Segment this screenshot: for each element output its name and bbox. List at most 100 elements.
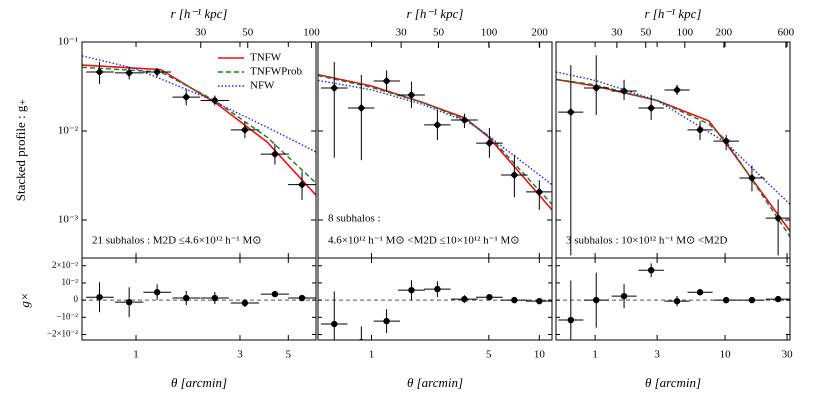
cross-point — [96, 293, 103, 301]
upper-plot — [82, 55, 316, 200]
model-curve — [82, 66, 316, 184]
data-point — [298, 180, 307, 189]
data-point — [210, 96, 219, 105]
model-curve — [318, 73, 552, 211]
data-point — [722, 137, 731, 146]
data-point — [673, 85, 682, 94]
cross-point — [461, 295, 468, 303]
cross-point — [183, 294, 190, 302]
annotation: 8 subhalos : — [328, 213, 381, 225]
x2-axis-label: r [h⁻¹ kpc] — [407, 6, 464, 21]
data-point — [270, 150, 279, 159]
data-point — [460, 115, 469, 124]
lower-plot — [318, 280, 552, 340]
data-point — [182, 93, 191, 102]
data-point — [510, 171, 519, 180]
x2-axis-label: r [h⁻¹ kpc] — [171, 6, 228, 21]
annotation: 21 subhalos : M2D ≤4.6×10¹² h⁻¹ M⊙ — [92, 235, 261, 247]
cross-point — [593, 296, 600, 304]
cross-point — [383, 317, 390, 325]
data-point — [407, 90, 416, 99]
data-point — [592, 84, 601, 93]
cross-point — [748, 296, 756, 304]
data-point — [95, 68, 104, 77]
model-curve — [556, 71, 790, 205]
cross-point — [486, 293, 493, 301]
lower-frame — [81, 257, 317, 341]
model-curve — [82, 55, 316, 153]
model-curve — [82, 64, 316, 196]
data-point — [620, 87, 629, 96]
cross-point — [153, 289, 161, 296]
cross-point — [774, 295, 782, 303]
x2-tick-label: 100 — [677, 27, 694, 39]
upper-plot — [318, 62, 552, 211]
x2-tick-label: 30 — [195, 27, 207, 39]
lower-y-axis-label: g× — [17, 292, 32, 307]
legend-label: TNFW — [250, 52, 282, 64]
lower-y-tick-label: 0 — [74, 294, 79, 304]
cross-point — [673, 297, 681, 305]
x2-tick-label: 600 — [778, 27, 795, 39]
data-point — [153, 68, 162, 77]
data-point — [485, 139, 494, 148]
data-point — [696, 125, 705, 134]
data-point — [647, 104, 656, 113]
cross-point — [620, 292, 628, 300]
lower-y-tick-label: −2×10⁻² — [47, 329, 78, 339]
y-axis-label: Stacked profile : g₊ — [13, 99, 28, 202]
legend-label: NFW — [250, 80, 275, 92]
y-tick-label: 10⁻³ — [58, 214, 79, 226]
lower-plot — [556, 263, 790, 340]
lower-y-tick-label: 10⁻² — [62, 277, 79, 287]
data-point — [566, 108, 575, 117]
x2-tick-label: 30 — [611, 27, 623, 39]
data-point — [433, 120, 442, 129]
cross-point — [408, 286, 415, 294]
x2-tick-label: 50 — [433, 27, 445, 39]
x-axis-label: θ [arcmin] — [645, 375, 701, 390]
x-tick-label: 1 — [369, 349, 375, 361]
x-tick-label: 1 — [592, 349, 598, 361]
cross-point — [567, 316, 575, 324]
x-tick-label: 5 — [286, 349, 292, 361]
cross-point — [536, 297, 543, 305]
model-curve — [318, 79, 552, 186]
data-point — [774, 214, 783, 223]
cross-point — [125, 298, 133, 306]
cross-point — [511, 296, 518, 304]
annotation: 4.6×10¹² h⁻¹ M⊙ <M2D ≤10×10¹² h⁻¹ M⊙ — [328, 235, 520, 247]
lower-y-tick-label: 2×10⁻² — [52, 260, 78, 270]
lower-plot — [82, 282, 316, 318]
x2-tick-label: 200 — [716, 27, 733, 39]
model-curve — [556, 78, 790, 237]
x-tick-label: 3 — [237, 349, 243, 361]
upper-frame — [317, 41, 553, 259]
model-curve — [556, 78, 790, 232]
upper-frame — [555, 41, 791, 259]
annotation: 3 subhalos : 10×10¹² h⁻¹ M⊙ <M2D — [566, 235, 727, 247]
lower-y-tick-label: −10⁻² — [56, 311, 78, 321]
cross-point — [331, 320, 338, 328]
model-curve — [318, 74, 552, 205]
upper-plot — [556, 55, 790, 256]
cross-point — [298, 294, 306, 302]
data-point — [330, 84, 339, 93]
x2-tick-label: 50 — [242, 27, 254, 39]
lower-frame — [555, 257, 791, 341]
x-axis-label: θ [arcmin] — [407, 375, 463, 390]
x-tick-label: 30 — [782, 349, 794, 361]
lower-frame — [317, 257, 553, 341]
cross-point — [241, 299, 249, 307]
data-point — [535, 187, 544, 196]
x2-tick-label: 200 — [531, 27, 548, 39]
cross-point — [211, 294, 219, 302]
x-tick-label: 10 — [534, 349, 546, 361]
y-tick-label: 10⁻² — [58, 125, 79, 137]
x-axis-label: θ [arcmin] — [171, 375, 227, 390]
data-point — [125, 68, 134, 77]
y-tick-label: 10⁻¹ — [58, 36, 78, 48]
x2-tick-label: 30 — [396, 27, 408, 39]
x-tick-label: 10 — [720, 349, 732, 361]
